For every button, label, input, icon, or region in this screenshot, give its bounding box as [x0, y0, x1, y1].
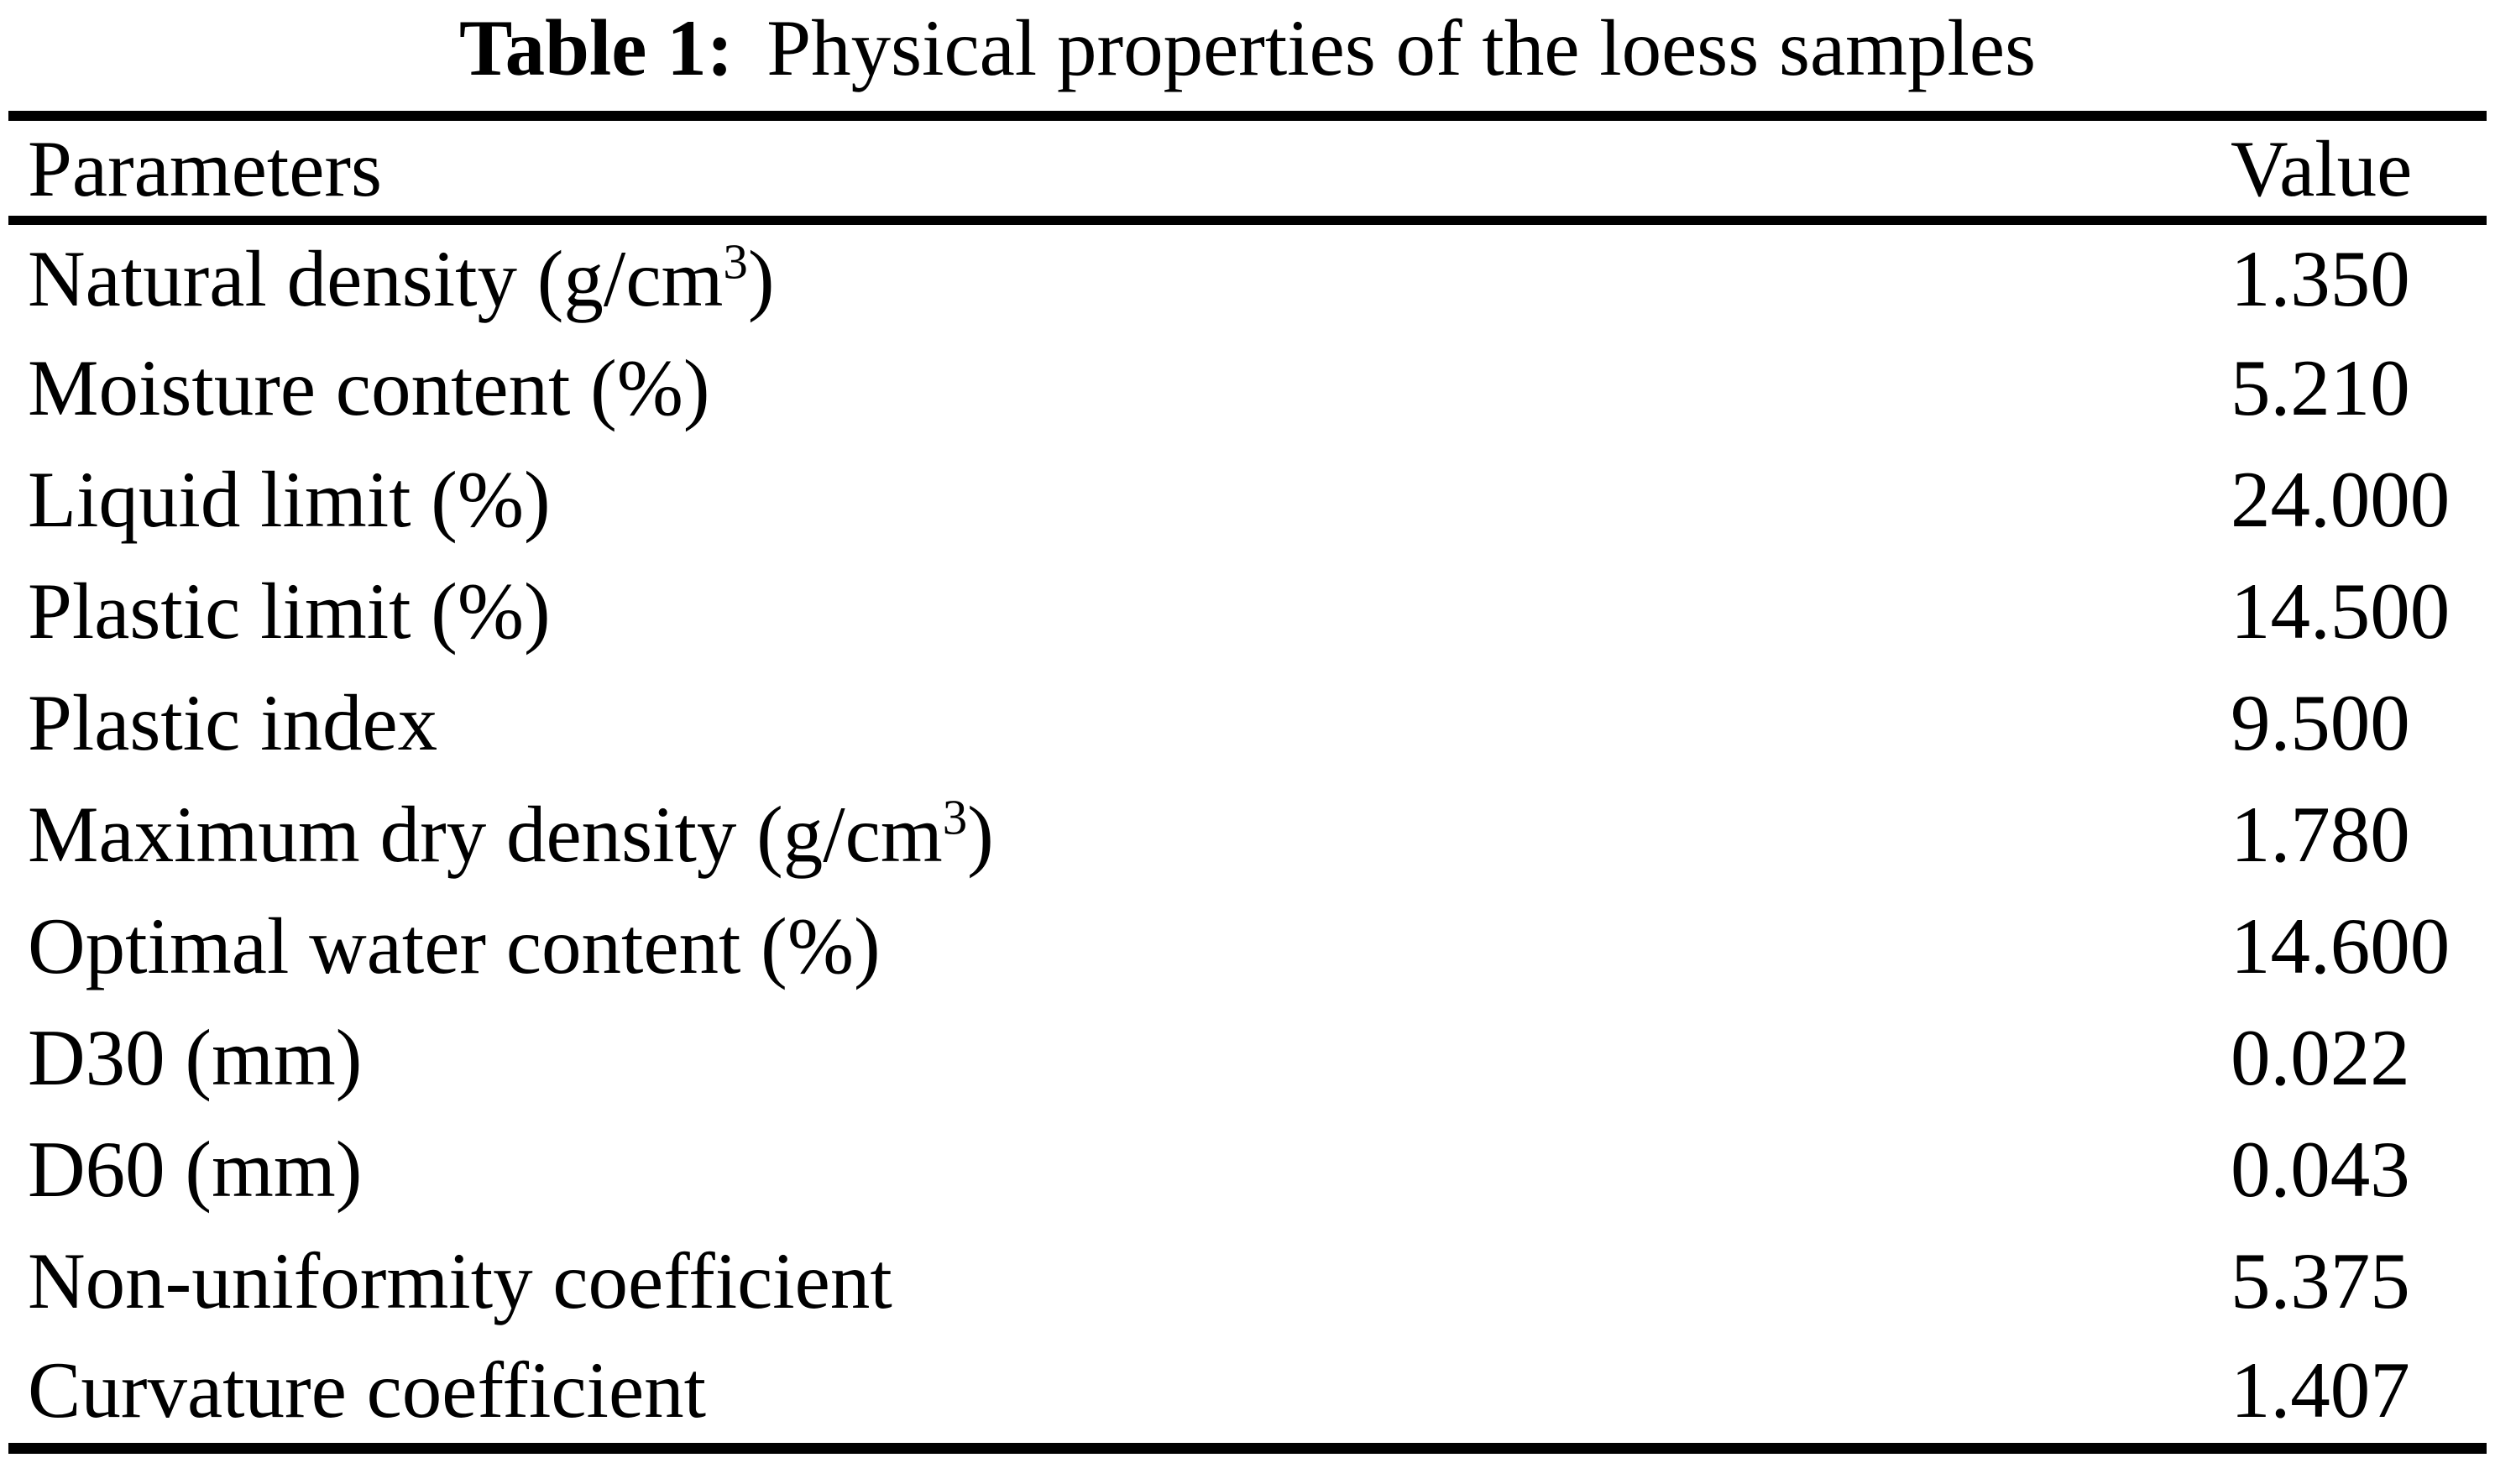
value-cell: 1.780	[2231, 789, 2410, 879]
table-row: Liquid limit (%) 24.000	[8, 443, 2487, 555]
table-row: Curvature coefficient 1.407	[8, 1336, 2487, 1448]
table-row: D30 (mm) 0.022	[8, 1001, 2487, 1113]
table-row: Moisture content (%) 5.210	[8, 332, 2487, 443]
header-row: Parameters Value	[8, 116, 2487, 225]
value-cell: 1.350	[2231, 233, 2410, 323]
table-row: Plastic limit (%) 14.500	[8, 555, 2487, 666]
parameter-cell: Maximum dry density (g/cm3)	[28, 789, 994, 879]
parameter-cell: Non-uniformity coefficient	[28, 1236, 892, 1325]
parameter-cell: D60 (mm)	[28, 1124, 363, 1214]
value-cell: 0.043	[2231, 1124, 2410, 1214]
value-cell: 1.407	[2231, 1345, 2410, 1434]
value-cell: 5.375	[2231, 1236, 2410, 1325]
value-cell: 14.600	[2231, 901, 2451, 990]
parameter-cell: Plastic index	[28, 677, 438, 767]
parameter-cell: D30 (mm)	[28, 1012, 363, 1102]
parameter-cell: Plastic limit (%)	[28, 566, 551, 656]
physical-properties-table: Parameters Value Natural density (g/cm3)…	[8, 111, 2487, 1454]
value-cell: 9.500	[2231, 677, 2410, 767]
parameter-cell: Curvature coefficient	[28, 1345, 707, 1434]
value-cell: 24.000	[2231, 454, 2451, 544]
table-row: D60 (mm) 0.043	[8, 1113, 2487, 1225]
superscript: 3	[942, 790, 968, 845]
parameter-cell: Liquid limit (%)	[28, 454, 551, 544]
parameter-cell: Moisture content (%)	[28, 342, 710, 432]
parameter-cell: Optimal water content (%)	[28, 901, 881, 990]
table-caption-number: Table 1:	[458, 3, 734, 92]
table-row: Optimal water content (%) 14.600	[8, 890, 2487, 1001]
value-cell: 14.500	[2231, 566, 2451, 656]
superscript: 3	[723, 233, 748, 289]
value-cell: 5.210	[2231, 342, 2410, 432]
table-row: Plastic index 9.500	[8, 666, 2487, 778]
table-caption: Table 1: Physical properties of the loess…	[0, 0, 2495, 92]
value-column-header: Value	[2231, 116, 2487, 225]
table-row: Maximum dry density (g/cm3) 1.780	[8, 778, 2487, 890]
table-row: Non-uniformity coefficient 5.375	[8, 1225, 2487, 1336]
parameters-column-header: Parameters	[8, 116, 2231, 225]
parameter-cell: Natural density (g/cm3)	[28, 233, 775, 323]
value-cell: 0.022	[2231, 1012, 2410, 1102]
table-row: Natural density (g/cm3) 1.350	[8, 220, 2487, 332]
table-caption-text: Physical properties of the loess samples	[766, 3, 2037, 92]
